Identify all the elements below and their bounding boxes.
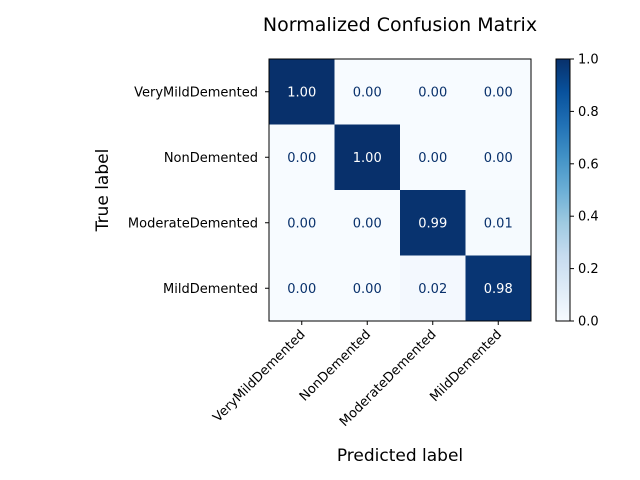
cell-value-label: 0.01 [484,216,513,231]
colorbar: 0.0 0.2 0.4 0.6 0.8 1.0 [555,53,599,330]
heatmap-cell [400,124,466,191]
cell-value-label: 0.99 [418,216,447,231]
y-axis-label: True label [93,149,113,233]
colorbar-tick-label: 0.2 [578,262,599,277]
colorbar-tick-label: 0.8 [578,105,599,120]
cell-value-label: 0.00 [418,151,447,166]
heatmap-cell [334,190,401,256]
heatmap-cell [269,124,335,191]
cell-value-label: 0.00 [484,85,513,100]
cell-value-label: 0.00 [353,282,382,297]
heatmap-cell [465,255,532,322]
cell-value-label: 0.00 [484,151,513,166]
heatmap-cells: 1.00 0.00 0.00 0.00 0.00 1.00 0.00 0.00 0.00 0.00… [269,59,532,322]
cell-value-label: 0.00 [418,85,447,100]
colorbar-tick-label: 0.6 [578,157,599,172]
y-tick-label: VeryMildDemented [134,85,258,100]
cell-value-label: 1.00 [353,151,382,166]
heatmap-cell [400,255,466,322]
chart-title: Normalized Confusion Matrix [263,14,537,36]
y-tick-label: NonDemented [164,151,258,166]
x-axis-label: Predicted label [337,446,463,466]
colorbar-gradient [555,58,571,322]
heatmap-cell [465,190,532,256]
heatmap-cell [269,190,335,256]
heatmap-cell [269,59,335,125]
cell-value-label: 0.00 [287,151,316,166]
cell-value-label: 0.00 [353,216,382,231]
heatmap-cell [334,59,401,125]
heatmap-cell [465,59,532,125]
heatmap-cell [269,255,335,322]
x-tick-label: VeryMildDemented [210,327,308,425]
x-tick-label: MildDemented [427,327,505,405]
heatmap-cell [465,124,532,191]
colorbar-tick-label: 1.0 [578,53,599,68]
cell-value-label: 0.98 [484,282,513,297]
cell-value-label: 1.00 [287,85,316,100]
colorbar-tick-label: 0.4 [578,210,599,225]
y-tick-label: MildDemented [163,282,258,297]
heatmap-cell [400,59,466,125]
heatmap-cell [334,124,401,191]
heatmap-cell [334,255,401,322]
y-tick-label: ModerateDemented [128,216,258,231]
cell-value-label: 0.00 [287,216,316,231]
colorbar-tick-label: 0.0 [578,315,599,330]
heatmap-cell [400,190,466,256]
cell-value-label: 0.02 [418,282,447,297]
cell-value-label: 0.00 [287,282,316,297]
cell-value-label: 0.00 [353,85,382,100]
plot-frame [268,58,532,322]
